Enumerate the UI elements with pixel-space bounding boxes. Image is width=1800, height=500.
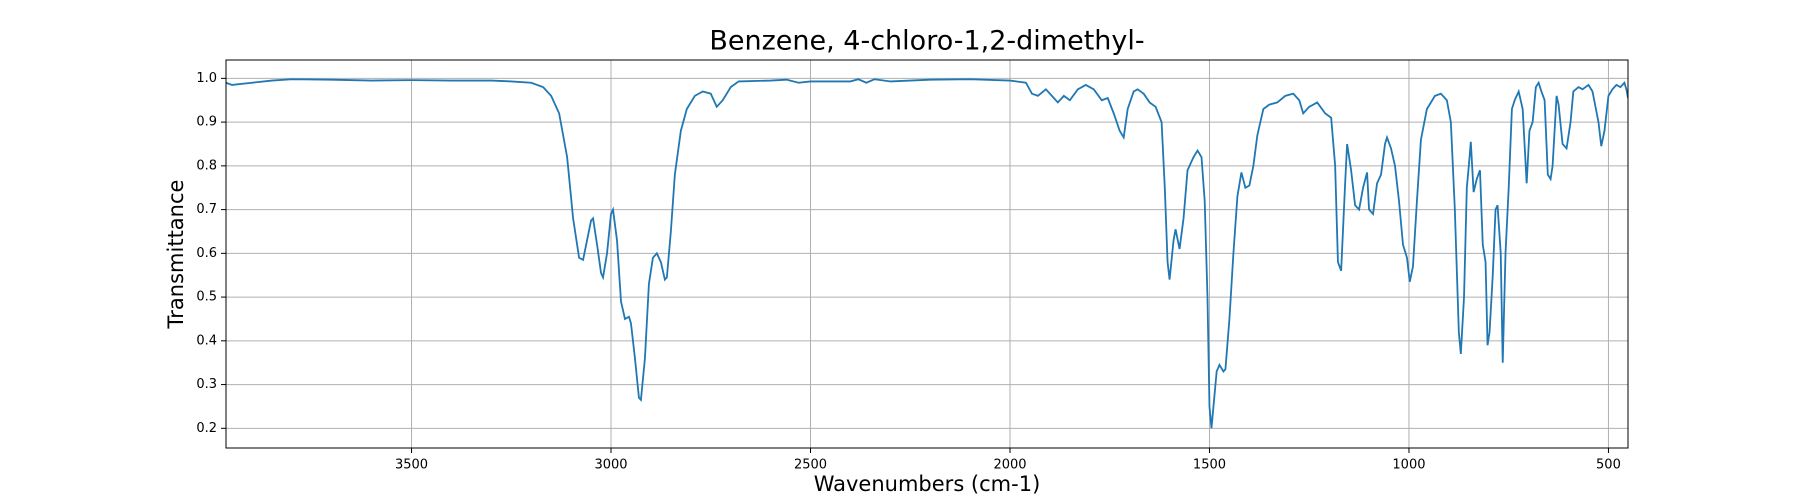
y-tick-label: 1.0: [196, 71, 217, 86]
y-tick-label: 0.4: [196, 333, 217, 348]
y-axis-label: Transmittance: [164, 180, 188, 330]
y-tick-label: 0.2: [196, 421, 217, 436]
x-tick-label: 500: [1596, 458, 1621, 473]
x-tick-label: 2500: [794, 458, 827, 473]
x-tick-label: 1500: [1193, 458, 1226, 473]
x-tick-label: 2000: [993, 458, 1026, 473]
chart-title: Benzene, 4-chloro-1,2-dimethyl-: [709, 26, 1144, 57]
y-tick-label: 0.6: [196, 246, 217, 261]
plot-frame: [225, 59, 1629, 449]
spectrum-line: [226, 78, 1628, 429]
x-axis-label: Wavenumbers (cm-1): [814, 472, 1041, 496]
y-tick-label: 0.3: [196, 377, 217, 392]
y-tick-label: 0.8: [196, 158, 217, 173]
y-tick-label: 0.9: [196, 115, 217, 130]
y-tick-label: 0.5: [196, 290, 217, 305]
x-tick-label: 3500: [395, 458, 428, 473]
x-tick-label: 3000: [594, 458, 627, 473]
x-tick-label: 1000: [1392, 458, 1425, 473]
y-tick-label: 0.7: [196, 202, 217, 217]
